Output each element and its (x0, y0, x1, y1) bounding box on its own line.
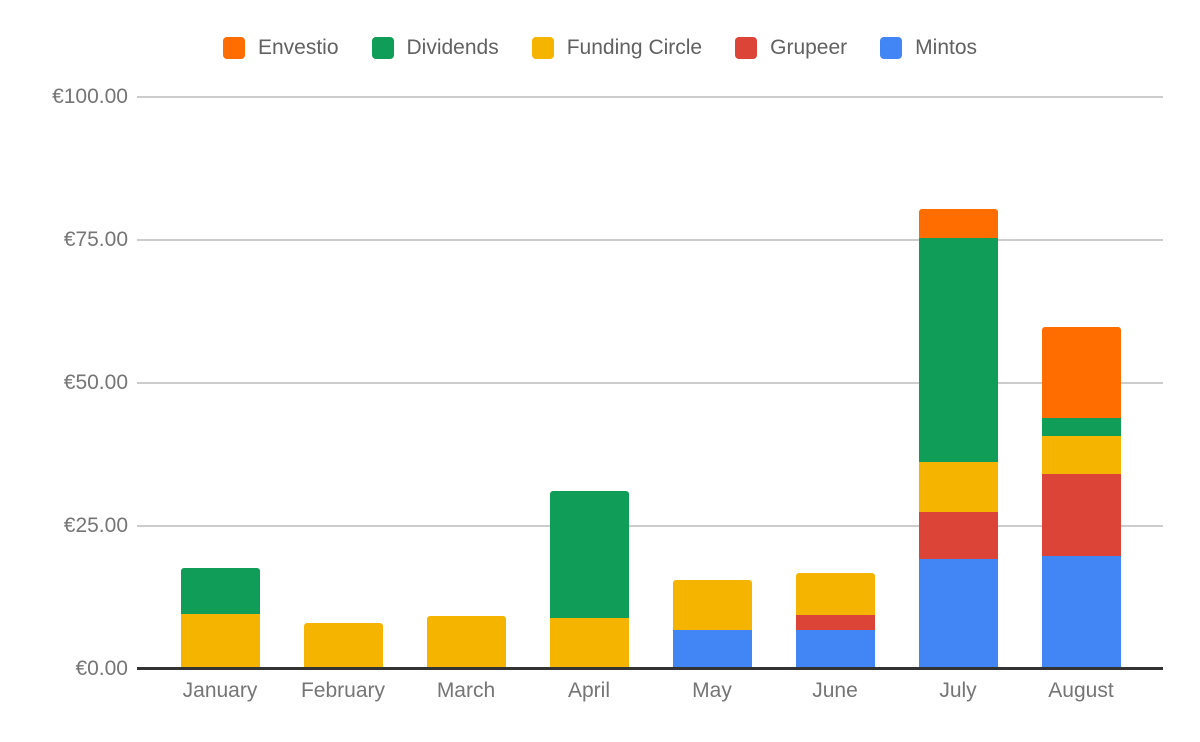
bar-february-funding-circle[interactable] (303, 623, 383, 669)
bar-may-funding-circle[interactable] (672, 580, 752, 630)
bar-july-envestio[interactable] (918, 208, 998, 239)
y-axis-label-100: €100.00 (52, 85, 128, 108)
legend-item-envestio: Envestio (222, 36, 339, 60)
bar-march-funding-circle[interactable] (426, 615, 506, 669)
gridline-100 (137, 96, 1163, 98)
bar-january-funding-circle[interactable] (180, 614, 260, 669)
bar-july-funding-circle[interactable] (918, 461, 998, 512)
legend-item-funding-circle: Funding Circle (531, 36, 703, 60)
bar-june-mintos[interactable] (795, 630, 875, 669)
legend-swatch-dividends (371, 37, 394, 59)
legend-swatch-envestio (222, 37, 245, 59)
legend-label: Mintos (915, 36, 978, 59)
bar-july-grupeer[interactable] (918, 511, 998, 560)
x-axis-label-january: January (182, 679, 258, 702)
legend-label: Funding Circle (566, 36, 703, 59)
bar-july-mintos[interactable] (918, 559, 998, 669)
bar-august-envestio[interactable] (1041, 326, 1121, 418)
legend-label: Dividends (406, 36, 499, 59)
legend-item-dividends: Dividends (371, 36, 499, 60)
bar-july-dividends[interactable] (918, 238, 998, 462)
x-axis-label-march: March (436, 679, 496, 702)
legend-swatch-funding-circle (531, 37, 554, 59)
x-axis-label-june: June (812, 679, 858, 702)
y-axis-label-25: €25.00 (63, 514, 128, 537)
bar-august-funding-circle[interactable] (1041, 436, 1121, 474)
gridline-75 (137, 239, 1163, 241)
bar-august-mintos[interactable] (1041, 556, 1121, 669)
bar-june-grupeer[interactable] (795, 615, 875, 631)
bar-june-funding-circle[interactable] (795, 573, 875, 616)
legend-item-mintos: Mintos (880, 36, 977, 60)
chart-legend: Envestio Dividends Funding Circle Grupeer Mi… (0, 36, 1200, 60)
x-axis-label-february: February (300, 679, 386, 702)
gridline-25 (137, 525, 1163, 527)
bar-august-dividends[interactable] (1041, 417, 1121, 437)
x-axis-label-may: May (692, 679, 732, 702)
bar-august-grupeer[interactable] (1041, 473, 1121, 557)
x-axis-line (137, 667, 1163, 670)
y-axis-label-75: €75.00 (63, 228, 128, 251)
legend-swatch-grupeer (735, 37, 758, 59)
bar-january-dividends[interactable] (180, 568, 260, 615)
bar-may-mintos[interactable] (672, 629, 752, 669)
bar-april-funding-circle[interactable] (549, 618, 629, 669)
y-axis-label-0: €0.00 (75, 657, 128, 680)
legend-item-grupeer: Grupeer (735, 36, 847, 60)
x-axis-label-july: July (939, 679, 977, 702)
legend-label: Envestio (257, 36, 339, 59)
x-axis-label-august: August (1048, 679, 1114, 702)
legend-label: Grupeer (770, 36, 848, 59)
legend-swatch-mintos (880, 37, 903, 59)
x-axis-label-april: April (567, 679, 610, 702)
gridline-50 (137, 382, 1163, 384)
y-axis-label-50: €50.00 (63, 371, 128, 394)
bar-april-dividends[interactable] (549, 490, 629, 619)
